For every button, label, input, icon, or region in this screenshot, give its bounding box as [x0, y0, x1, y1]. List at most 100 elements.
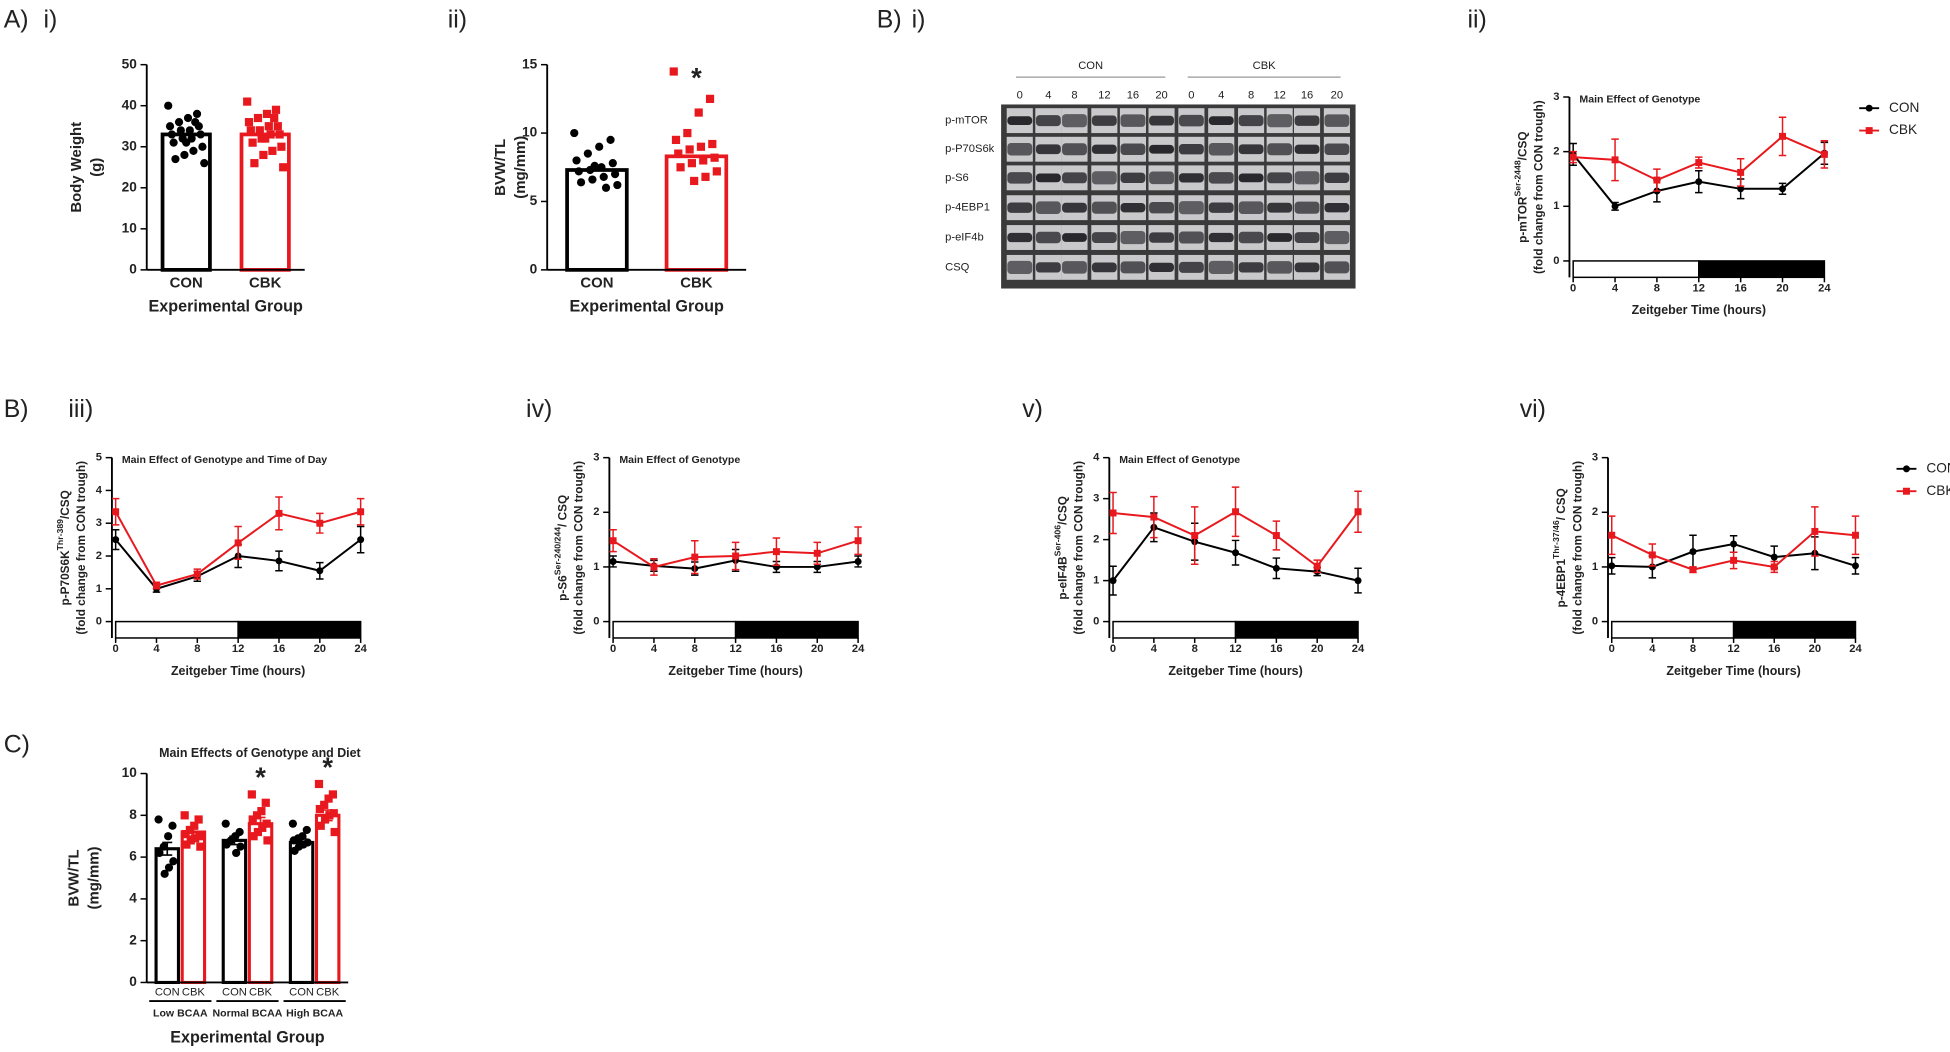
blot-band: [1149, 171, 1174, 185]
bar: [221, 838, 248, 985]
y-tick-label: 0: [129, 261, 137, 276]
x-tick-label: 24: [1818, 282, 1831, 294]
data-point: [112, 508, 120, 516]
data-point: [169, 138, 178, 147]
data-point: [1354, 508, 1362, 516]
data-point: [1779, 132, 1787, 140]
blot-band: [1035, 231, 1061, 244]
blot-band: [1035, 201, 1061, 214]
data-point: [1695, 159, 1703, 167]
blot-band: [1091, 115, 1117, 126]
blot-band: [1238, 173, 1264, 183]
blot-band: [1178, 144, 1204, 155]
panel-letter: B): [877, 6, 902, 34]
blot-band: [1062, 202, 1087, 213]
data-point: [259, 150, 268, 160]
data-point: [112, 536, 120, 544]
blot-lane-label: 4: [1045, 90, 1051, 102]
blot-band: [1294, 232, 1320, 243]
blot-band: [1208, 260, 1234, 274]
blot-band: [1324, 203, 1350, 213]
y-tick-label: 8: [129, 807, 137, 822]
data-point: [330, 827, 339, 837]
y-tick-label: 20: [122, 179, 138, 194]
blot-row-label: p-eIF4b: [945, 231, 984, 243]
data-point: [1569, 153, 1577, 161]
x-tick-label: 20: [811, 643, 823, 655]
blot-band: [1091, 232, 1117, 243]
data-point: [194, 815, 203, 824]
blot-band: [1267, 202, 1293, 213]
x-tick-label: 0: [113, 643, 119, 655]
x-axis-label: Zeitgeber Time (hours): [171, 664, 305, 678]
data-point: [813, 563, 821, 571]
x-tick-label: 16: [770, 643, 782, 655]
blot-band: [1007, 260, 1033, 274]
data-point: [1150, 513, 1158, 521]
panel-label: ii): [448, 6, 467, 34]
blot-band: [1208, 116, 1234, 125]
data-point: [196, 842, 205, 851]
blot-band: [1324, 114, 1350, 127]
data-point: [610, 170, 620, 179]
data-point: [701, 172, 710, 181]
blot-band: [1208, 142, 1234, 156]
y-tick-label: 10: [122, 220, 138, 235]
data-point: [576, 178, 586, 187]
blot-group-label: CON: [1078, 60, 1103, 72]
blot-band: [1120, 114, 1146, 127]
data-point: [676, 163, 685, 172]
legend-label: CBK: [1889, 122, 1917, 137]
data-point: [248, 138, 257, 147]
data-point: [232, 848, 241, 858]
bar: [247, 822, 274, 985]
y-tick-label: 0: [593, 616, 599, 628]
x-tick-label: 0: [1609, 643, 1615, 655]
data-point: [244, 118, 254, 127]
data-point: [275, 130, 284, 139]
x-tick-label: CON: [580, 274, 613, 291]
legend-label: CBK: [1926, 483, 1950, 498]
y-axis-label: p-S6Ser-240/244/ CSQ: [553, 495, 570, 601]
x-tick-label: 4: [1649, 643, 1656, 655]
data-point: [1689, 566, 1697, 574]
data-point: [357, 536, 365, 544]
data-point: [1770, 563, 1778, 571]
blot-band: [1062, 233, 1087, 242]
data-point: [182, 840, 191, 849]
data-point: [1611, 156, 1619, 164]
data-point: [357, 508, 365, 516]
x-tick-label: 0: [1570, 282, 1576, 294]
bar-label: CBK: [316, 986, 340, 998]
data-point: [195, 832, 204, 841]
legend-label: CON: [1926, 460, 1950, 475]
y-tick-label: 15: [522, 56, 538, 71]
blot-band: [1178, 201, 1204, 215]
data-point: [1608, 562, 1616, 570]
bar: [180, 830, 207, 985]
data-point: [1232, 508, 1240, 516]
blot-band: [1267, 172, 1293, 184]
blot-band: [1178, 173, 1204, 183]
y-axis-label: (g): [88, 158, 105, 177]
data-point: [324, 794, 333, 803]
data-point: [164, 832, 173, 841]
panel-label: i): [912, 6, 926, 34]
panel-label: iv): [526, 395, 552, 423]
y-axis-label: (mg/mm): [85, 846, 102, 909]
data-point: [590, 161, 599, 171]
data-point: [266, 130, 275, 139]
y-axis-label: p-mTORSer-2448/CSQ: [1513, 131, 1530, 242]
blot-band: [1267, 143, 1293, 156]
data-point: [279, 163, 288, 172]
y-label-main: p-4EBP1: [1554, 559, 1568, 608]
legend-marker: [1902, 487, 1910, 495]
blot-band: [1208, 232, 1234, 243]
data-point: [570, 128, 579, 138]
data-point: [320, 815, 330, 824]
y-tick-label: 0: [1592, 616, 1598, 628]
y-tick-label: 1: [1592, 561, 1598, 573]
blot-band: [1120, 230, 1146, 245]
blot-row-label: p-mTOR: [945, 115, 988, 127]
